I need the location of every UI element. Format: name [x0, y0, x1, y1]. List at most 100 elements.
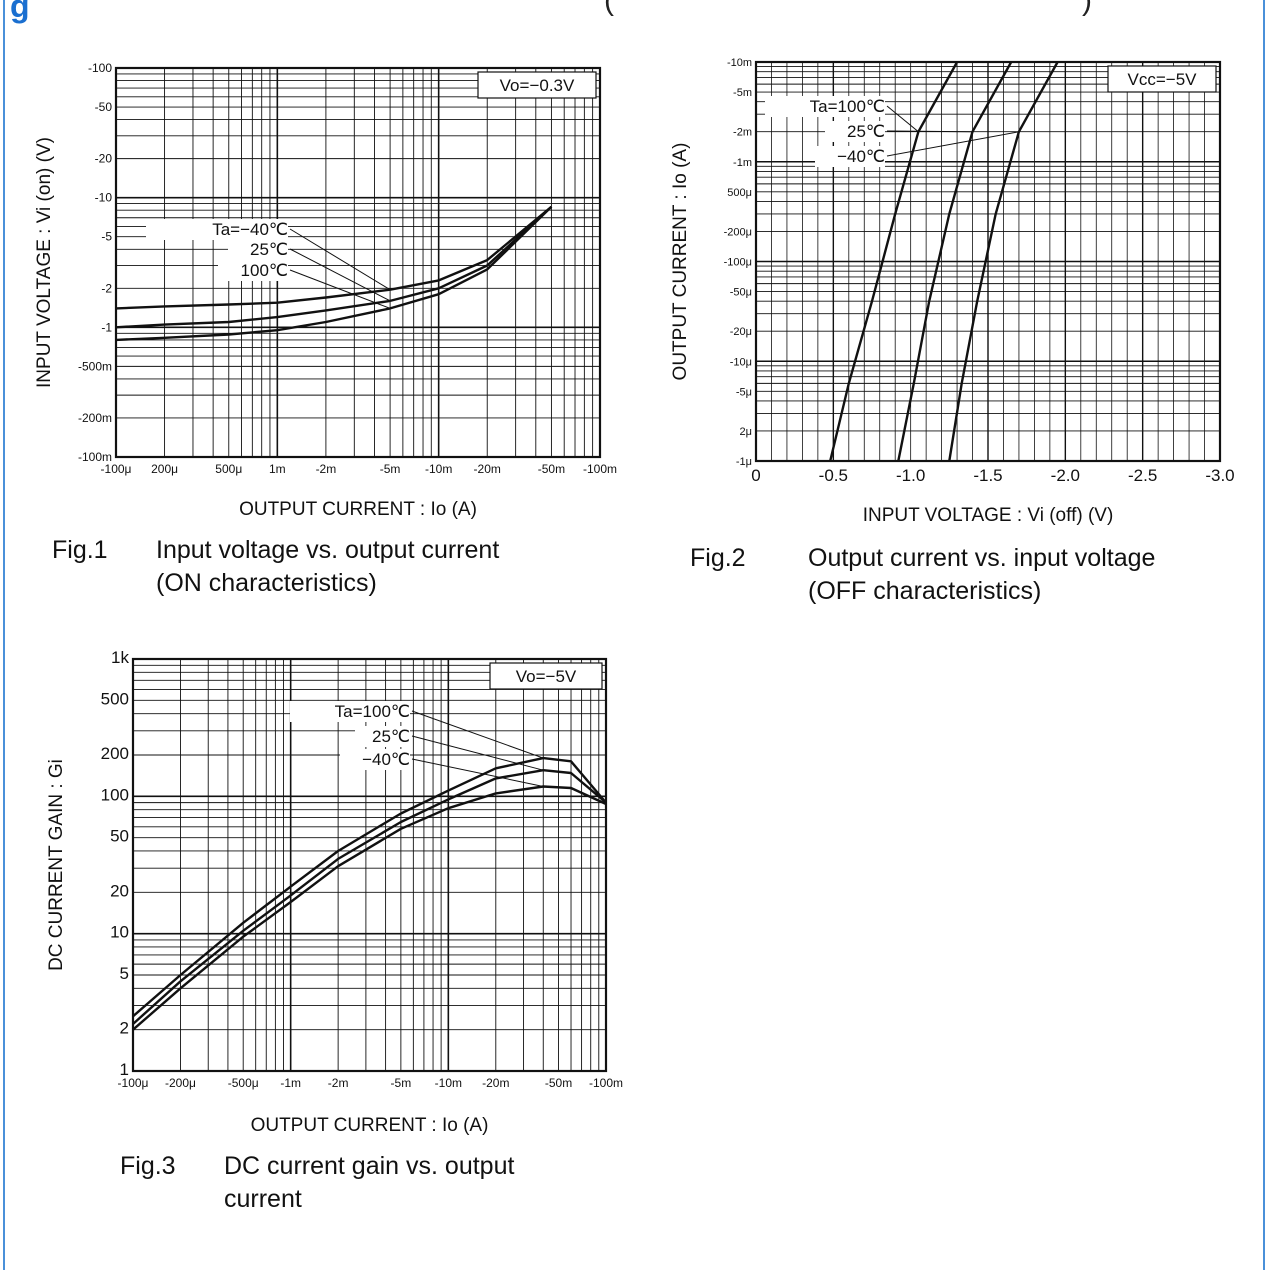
x-axis-label: OUTPUT CURRENT : Io (A)	[239, 499, 477, 520]
series-annotation: −40℃	[362, 750, 410, 769]
x-tick-label: -1.5	[973, 466, 1002, 485]
y-axis-label: INPUT VOLTAGE : Vi (on) (V)	[34, 137, 55, 388]
y-axis-label: OUTPUT CURRENT : Io (A)	[670, 143, 691, 381]
x-tick-label: -100μ	[101, 462, 132, 476]
annotation-leader	[411, 735, 544, 771]
y-tick-label: -100μ	[724, 257, 752, 269]
condition-label: Vo=−5V	[516, 667, 577, 686]
fig2-title-line1: Output current vs. input voltage	[808, 544, 1156, 572]
y-tick-label: 1k	[111, 648, 129, 667]
y-tick-label: -20μ	[730, 326, 752, 338]
annotation-leader	[289, 228, 391, 291]
series-annotation: Ta=100℃	[335, 702, 410, 721]
x-tick-label: -20m	[474, 462, 501, 476]
y-tick-label: 5	[120, 964, 129, 983]
y-tick-label: -1	[101, 320, 112, 334]
y-tick-label: -2m	[733, 127, 752, 139]
condition-box	[477, 71, 597, 99]
x-tick-label: 0	[751, 466, 760, 485]
annotation-bg	[815, 146, 885, 167]
chart-fig2: 0 -0.5 -1.0 -1.5 -2.0 -2.5 -3.0 -1μ 2μ -5μ -10μ -20…	[670, 57, 1235, 526]
y-tick-label: -10m	[727, 57, 752, 69]
annotation-bg	[765, 96, 885, 117]
y-tick-label: 20	[110, 881, 129, 900]
annotation-bg	[825, 121, 885, 142]
y-tick-label: 1	[120, 1060, 129, 1079]
x-tick-label: 1m	[269, 462, 286, 476]
y-tick-label: -5	[101, 230, 112, 244]
x-tick-label: -1m	[280, 1076, 301, 1090]
x-tick-label: -0.5	[819, 466, 848, 485]
series-line	[897, 61, 1013, 462]
x-tick-label: -2m	[328, 1076, 349, 1090]
header-fragment-right: )	[1082, 0, 1092, 17]
annotation-leader	[411, 758, 544, 787]
y-tick-label: -5m	[733, 87, 752, 99]
annotation-leader	[289, 248, 391, 302]
fig3-title-line2: current	[224, 1185, 302, 1213]
header-fragment-mid: (	[604, 0, 614, 17]
x-tick-label: -100m	[583, 462, 617, 476]
series-annotation: 25℃	[847, 122, 885, 141]
y-tick-label: 10	[110, 923, 129, 942]
y-tick-label: 500μ	[727, 187, 752, 199]
y-tick-label: 2μ	[740, 426, 752, 438]
fig3-label: Fig.3	[120, 1152, 176, 1180]
series-line	[115, 205, 553, 342]
series-line	[948, 61, 1059, 462]
x-tick-label: -10m	[425, 462, 452, 476]
condition-box	[489, 662, 603, 690]
series-line	[829, 61, 959, 462]
y-axis-label: DC CURRENT GAIN : Gi	[46, 759, 67, 971]
plot-frame	[131, 657, 608, 1073]
series-annotation: 25℃	[372, 727, 410, 746]
annotation-leader	[886, 130, 973, 133]
y-tick-label: -200μ	[724, 226, 752, 238]
fig1-label: Fig.1	[52, 536, 108, 564]
x-axis-label: INPUT VOLTAGE : Vi (off) (V)	[863, 505, 1114, 526]
y-tick-label: -5μ	[736, 386, 752, 398]
y-tick-label: -2	[101, 281, 112, 295]
annotation-bg	[218, 260, 288, 281]
y-tick-label: -100	[88, 61, 112, 75]
x-tick-label: -2.5	[1128, 466, 1157, 485]
fig2-title-line2: (OFF characteristics)	[808, 577, 1042, 605]
annotation-leader	[886, 131, 1020, 157]
x-tick-label: -2m	[316, 462, 337, 476]
x-tick-label: -50m	[538, 462, 565, 476]
condition-box	[1107, 65, 1217, 93]
annotation-leader	[289, 269, 391, 309]
x-tick-label: -5m	[391, 1076, 412, 1090]
y-tick-label: 100	[101, 785, 129, 804]
y-tick-label: -50μ	[730, 287, 752, 299]
x-tick-label: -3.0	[1205, 466, 1234, 485]
series-line	[115, 205, 553, 310]
fig2-caption: Fig.2 Output current vs. input voltage (O…	[690, 542, 1155, 608]
x-tick-label: -50m	[545, 1076, 572, 1090]
y-tick-label: -100m	[78, 450, 112, 464]
series-line	[132, 769, 607, 1025]
y-tick-label: -50	[95, 100, 113, 114]
series-line	[115, 205, 553, 329]
series-annotation: Ta=100℃	[810, 97, 885, 116]
series-line	[132, 785, 607, 1031]
plot-frame	[754, 60, 1222, 463]
x-tick-label: -200μ	[165, 1076, 196, 1090]
annotation-bg	[228, 239, 288, 260]
x-tick-label: -500μ	[228, 1076, 259, 1090]
chart-fig3: -100μ -200μ -500μ -1m -2m -5m -10m -20m -50m -100…	[46, 648, 623, 1136]
condition-label: Vo=−0.3V	[500, 76, 575, 95]
y-tick-label: -1m	[733, 157, 752, 169]
x-tick-label: -100m	[589, 1076, 623, 1090]
series-annotation: Ta=−40℃	[212, 220, 288, 239]
series-annotation: 25℃	[250, 240, 288, 259]
y-tick-label: 50	[110, 827, 129, 846]
x-tick-label: 500μ	[215, 462, 242, 476]
annotation-leader	[411, 710, 544, 759]
fig1-caption: Fig.1 Input voltage vs. output current (O…	[52, 534, 499, 600]
y-tick-label: 2	[120, 1019, 129, 1038]
fig1-title-line2: (ON characteristics)	[156, 569, 377, 597]
annotation-bg	[290, 701, 410, 722]
